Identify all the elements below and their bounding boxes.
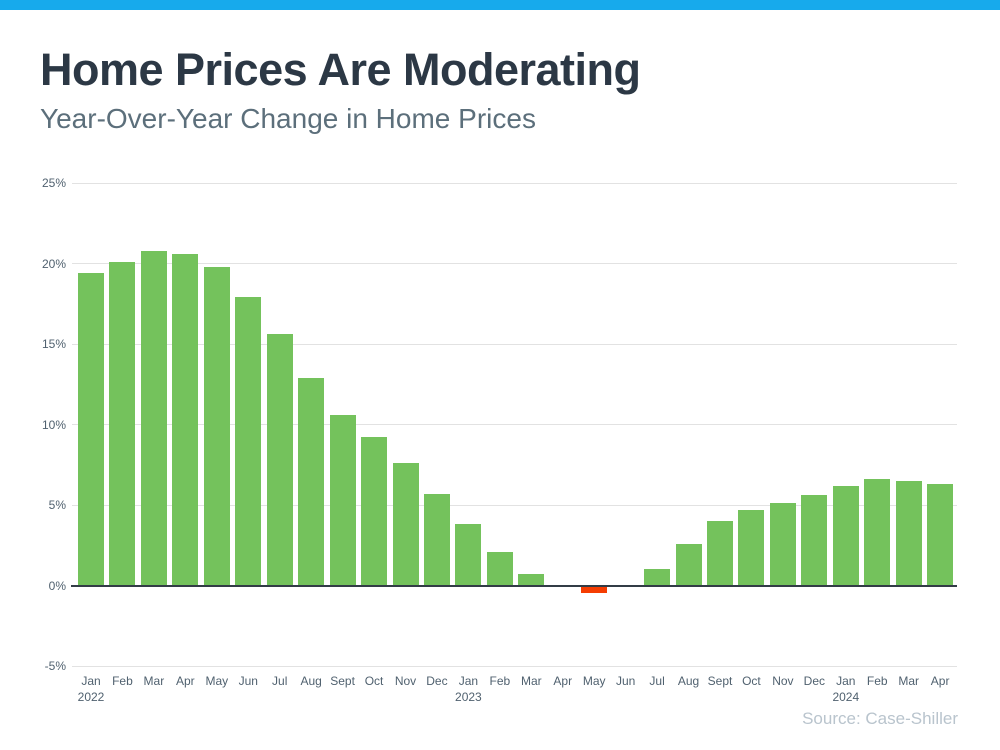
x-axis-month-label: May (205, 674, 229, 688)
bar-sept-2022 (329, 414, 356, 586)
x-axis-month-label: Mar (143, 674, 165, 688)
zero-baseline (71, 584, 957, 587)
bar-jul-2022 (266, 334, 293, 586)
bar-feb-2024 (864, 479, 891, 586)
x-axis-month-label: Jan (458, 674, 479, 688)
x-axis-month-label: May (582, 674, 606, 688)
y-axis-tick-label: 10% (41, 417, 66, 432)
bar-jun-2022 (235, 297, 262, 586)
bar-jul-2023 (644, 569, 671, 586)
x-axis-year-label: 2023 (455, 690, 482, 704)
x-axis-month-label: Jan (81, 674, 101, 688)
bar-feb-2022 (109, 261, 136, 586)
x-axis-month-label: Apr (176, 674, 195, 688)
x-axis-year-label: 2022 (77, 690, 105, 704)
bar-feb-2023 (486, 551, 513, 586)
x-axis-month-label: Sept (330, 674, 355, 688)
source-attribution: Source: Case-Shiller (802, 709, 958, 728)
bar-jan-2024 (832, 485, 859, 586)
x-axis-month-label: Feb (112, 674, 133, 688)
x-axis-month-label: Feb (489, 674, 511, 688)
x-axis-month-label: Nov (772, 674, 794, 688)
x-axis-month-label: Apr (553, 674, 573, 688)
gridline-10% (72, 424, 957, 425)
x-axis-month-label: Jul (649, 674, 665, 688)
y-axis-tick-label: 5% (48, 498, 66, 512)
x-axis-month-label: Oct (742, 674, 761, 688)
x-axis-month-label: Jun (238, 674, 258, 688)
bar-aug-2022 (298, 377, 325, 586)
x-axis-month-label: Apr (930, 674, 950, 688)
y-axis-tick-label: 0% (48, 578, 66, 593)
x-axis-month-label: Jan (836, 674, 856, 688)
bar-oct-2023 (738, 509, 765, 586)
x-axis-month-label: Sept (707, 674, 733, 688)
bar-jan-2023 (455, 524, 482, 586)
page-title: Home Prices Are Moderating (40, 44, 641, 95)
page-subtitle: Year-Over-Year Change in Home Prices (40, 103, 536, 134)
x-axis-month-label: Mar (898, 674, 920, 688)
y-axis-tick-label: 20% (41, 256, 66, 271)
y-axis-tick-label: -5% (44, 659, 66, 673)
bar-apr-2022 (172, 253, 199, 586)
bar-may-2023 (581, 587, 608, 594)
bar-nov-2023 (769, 503, 796, 586)
bar-mar-2023 (518, 574, 545, 586)
x-axis-year-label: 2024 (832, 690, 860, 704)
x-axis-month-label: Jul (272, 674, 288, 688)
x-axis-month-label: Aug (677, 674, 700, 688)
x-axis-month-label: Nov (394, 674, 417, 688)
top-accent-bar (0, 0, 1000, 10)
bar-dec-2022 (423, 493, 450, 586)
gridline-25% (72, 182, 957, 184)
x-axis-month-label: Dec (803, 674, 826, 688)
bar-oct-2022 (361, 437, 388, 586)
y-axis-tick-label: 15% (41, 337, 66, 351)
gridline--5% (72, 665, 957, 667)
bar-jan-2022 (78, 273, 104, 586)
x-axis-month-label: Jun (615, 674, 636, 688)
bar-aug-2023 (675, 543, 702, 586)
y-axis-tick-label: 25% (41, 176, 66, 190)
x-axis-month-label: Dec (426, 674, 448, 688)
bar-dec-2023 (801, 495, 828, 586)
gridline-5% (72, 504, 957, 506)
bar-mar-2022 (140, 250, 167, 586)
bar-may-2022 (203, 266, 230, 586)
x-axis-month-label: Mar (520, 674, 542, 688)
x-axis-month-label: Feb (866, 674, 888, 688)
bar-nov-2022 (392, 463, 419, 586)
x-axis-month-label: Aug (300, 674, 322, 688)
gridline-20% (72, 263, 957, 264)
gridline-15% (72, 343, 957, 345)
bar-apr-2024 (927, 484, 954, 586)
x-axis-month-label: Oct (364, 674, 384, 688)
bar-mar-2024 (895, 480, 922, 586)
bar-sept-2023 (707, 521, 733, 586)
